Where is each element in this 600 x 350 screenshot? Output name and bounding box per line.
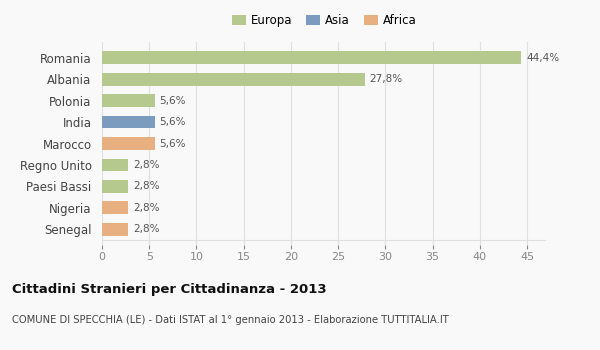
Text: 44,4%: 44,4% xyxy=(526,52,559,63)
Bar xyxy=(102,180,128,193)
Text: 2,8%: 2,8% xyxy=(133,203,160,213)
Text: 2,8%: 2,8% xyxy=(133,160,160,170)
Bar xyxy=(102,94,155,107)
Bar xyxy=(102,137,155,150)
Text: 5,6%: 5,6% xyxy=(160,139,186,148)
Legend: Europa, Asia, Africa: Europa, Asia, Africa xyxy=(227,9,421,32)
Text: 27,8%: 27,8% xyxy=(370,74,403,84)
Bar xyxy=(102,159,128,172)
Bar xyxy=(102,202,128,214)
Bar xyxy=(102,51,521,64)
Text: 2,8%: 2,8% xyxy=(133,224,160,234)
Text: COMUNE DI SPECCHIA (LE) - Dati ISTAT al 1° gennaio 2013 - Elaborazione TUTTITALI: COMUNE DI SPECCHIA (LE) - Dati ISTAT al … xyxy=(12,315,449,325)
Bar xyxy=(102,116,155,128)
Bar xyxy=(102,73,365,85)
Text: Cittadini Stranieri per Cittadinanza - 2013: Cittadini Stranieri per Cittadinanza - 2… xyxy=(12,284,326,296)
Bar xyxy=(102,223,128,236)
Text: 2,8%: 2,8% xyxy=(133,181,160,191)
Text: 5,6%: 5,6% xyxy=(160,117,186,127)
Text: 5,6%: 5,6% xyxy=(160,96,186,106)
